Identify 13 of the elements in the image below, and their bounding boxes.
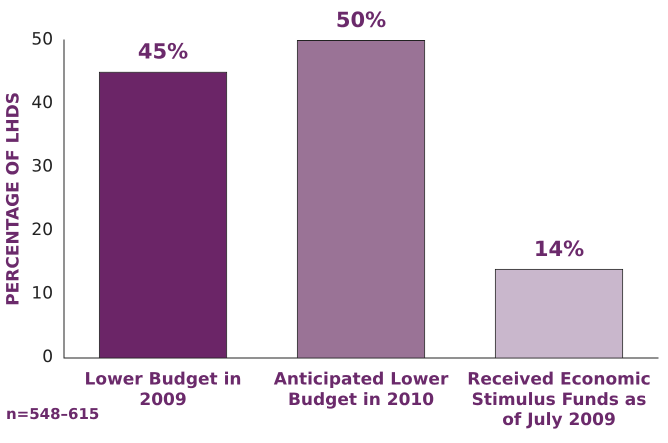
data-label: 50%: [336, 8, 386, 32]
text: n=548–615: [6, 405, 100, 423]
y-tick-label: 20: [31, 220, 54, 240]
x-tick-label: Received Economic Stimulus Funds as of July 2009: [467, 369, 651, 430]
y-axis-title: PERCENTAGE OF LHDS: [4, 92, 24, 306]
x-tick-label: Anticipated Lower Budget in 2010: [274, 369, 449, 410]
y-tick-label: 50: [31, 29, 54, 50]
data-label: 45%: [138, 40, 188, 64]
y-tick-label: 0: [42, 347, 54, 368]
y-tick-label: 30: [31, 156, 54, 177]
y-tick-label: 10: [31, 284, 54, 304]
y-tick-label: 40: [31, 92, 54, 113]
data-label: 14%: [534, 236, 584, 261]
